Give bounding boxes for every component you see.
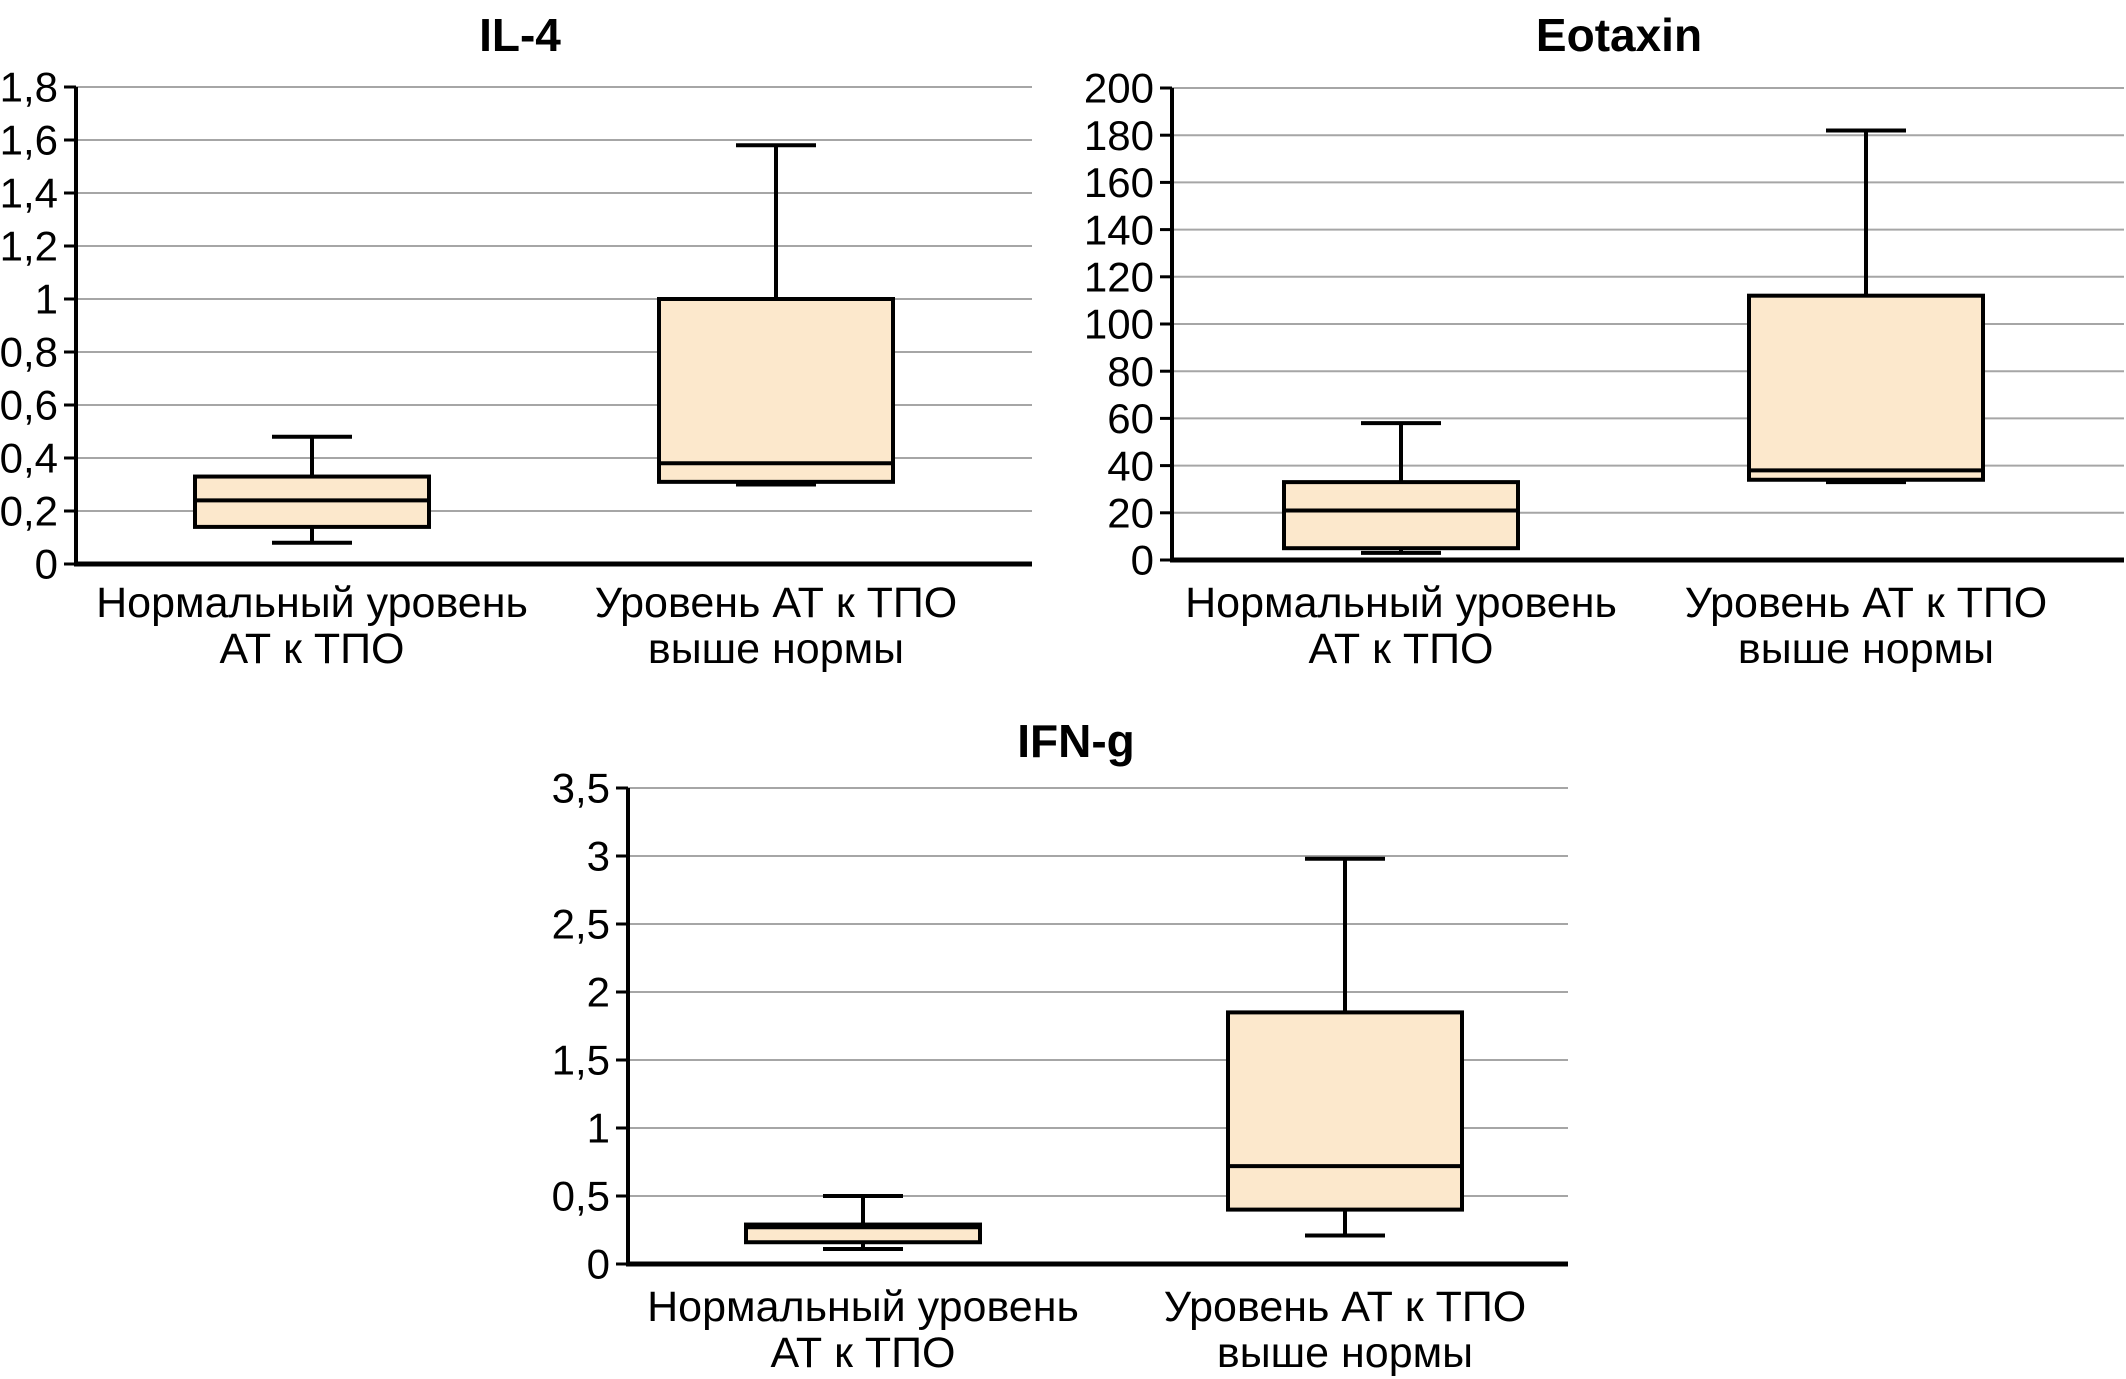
category-label-line: Уровень АТ к ТПО [1684,579,2048,627]
category-label-ifng-elevated: Уровень АТ к ТПО выше нормы [1164,1284,1527,1376]
y-tick-label: 60 [1107,395,1154,442]
y-tick-label: 0,4 [0,435,58,482]
category-label-line: АТ к ТПО [219,625,405,673]
chart-title-il4: IL-4 [479,9,561,61]
y-tick-label: 20 [1107,490,1154,537]
y-tick-label: 120 [1084,254,1154,301]
category-label-il4-elevated: Уровень АТ к ТПО выше нормы [595,580,958,672]
y-tick-label: 80 [1107,348,1154,395]
y-tick-label: 1,2 [0,223,58,270]
y-tick-label: 180 [1084,112,1154,159]
y-tick-label: 40 [1107,442,1154,489]
category-label-line: Уровень АТ к ТПО [1163,1283,1527,1331]
box [1747,293,1985,482]
y-tick-label: 0,6 [0,382,58,429]
chart-title-eotaxin: Eotaxin [1535,9,1703,61]
y-tick-label: 100 [1084,301,1154,348]
y-tick-label: 160 [1084,159,1154,206]
category-label-line: выше нормы [647,625,905,673]
category-label-eotaxin-normal: Нормальный уровень АТ к ТПО [1185,580,1617,672]
y-tick-label: 3 [587,833,610,880]
y-tick-label: 0 [1131,537,1154,584]
y-tick-label: 2,5 [552,901,610,948]
y-tick-label: 200 [1084,65,1154,112]
category-label-line: Нормальный уровень [96,579,528,627]
y-tick-label: 0,8 [0,329,58,376]
y-tick-label: 1 [35,276,58,323]
category-label-line: АТ к ТПО [1308,625,1494,673]
category-label-ifng-normal: Нормальный уровень АТ к ТПО [647,1284,1079,1376]
y-tick-label: 2 [587,969,610,1016]
y-tick-label: 1 [587,1105,610,1152]
y-tick-label: 0 [35,541,58,588]
box [657,297,895,484]
y-tick-label: 0,2 [0,488,58,535]
category-label-line: выше нормы [1737,625,1995,673]
y-tick-label: 140 [1084,206,1154,253]
y-tick-label: 1,8 [0,64,58,111]
category-label-line: Нормальный уровень [1185,579,1617,627]
box [1226,1010,1464,1212]
category-label-eotaxin-elevated: Уровень АТ к ТПО выше нормы [1685,580,2048,672]
category-label-line: Уровень АТ к ТПО [594,579,958,627]
y-tick-label: 0 [587,1241,610,1288]
y-tick-label: 3,5 [552,765,610,812]
category-label-line: Нормальный уровень [647,1283,1079,1331]
y-tick-label: 1,4 [0,170,58,217]
box [1282,480,1520,551]
chart-title-ifng: IFN-g [1017,715,1135,767]
y-tick-label: 1,6 [0,117,58,164]
category-label-il4-normal: Нормальный уровень АТ к ТПО [96,580,528,672]
category-label-line: выше нормы [1216,1329,1474,1377]
y-tick-label: 1,5 [552,1037,610,1084]
category-label-line: АТ к ТПО [770,1329,956,1377]
y-tick-label: 0,5 [552,1173,610,1220]
